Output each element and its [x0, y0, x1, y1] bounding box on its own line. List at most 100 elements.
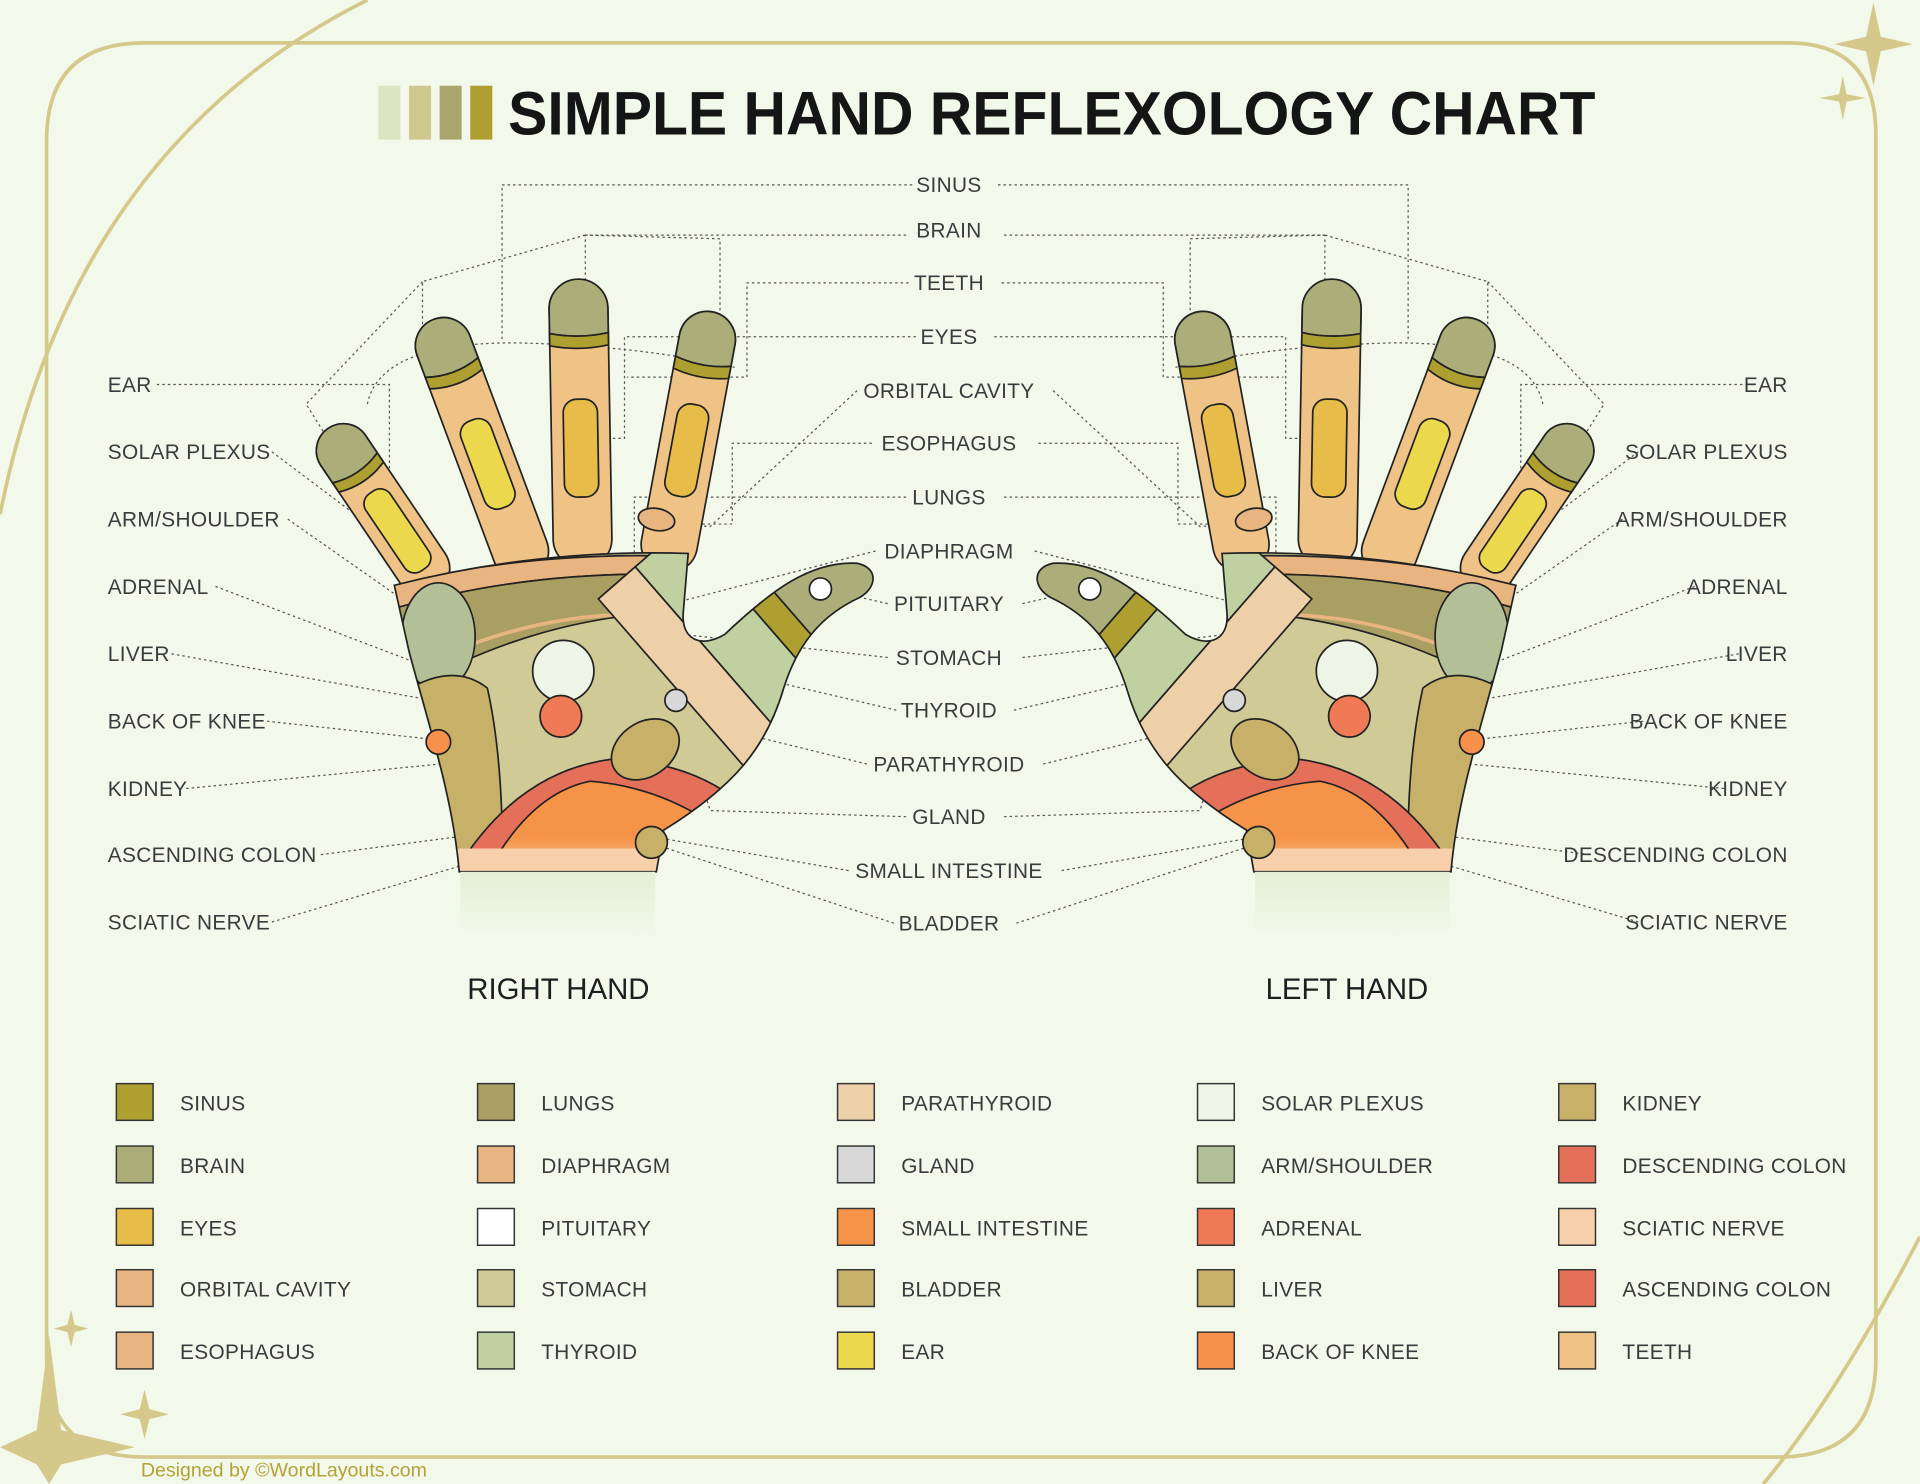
legend-swatch [476, 1268, 516, 1308]
legend-label: ARM/SHOULDER [1261, 1155, 1433, 1178]
legend-label: TEETH [1622, 1341, 1692, 1364]
center-label: BRAIN [916, 220, 981, 243]
legend-label: EYES [180, 1217, 237, 1240]
right-hand-label: ADRENAL [108, 576, 209, 599]
legend-item: LIVER [1196, 1268, 1323, 1308]
legend-label: EAR [901, 1341, 945, 1364]
legend-label: THYROID [541, 1341, 637, 1364]
legend-item: KIDNEY [1558, 1082, 1702, 1122]
center-label: PARATHYROID [873, 753, 1024, 776]
right-hand-label: BACK OF KNEE [108, 711, 266, 734]
legend-swatch [836, 1145, 876, 1184]
left-hand-side-labels: EAR SOLAR PLEXUS ARM/SHOULDER ADRENAL LIVER B… [1563, 374, 1787, 935]
legend-item: DESCENDING COLON [1558, 1145, 1846, 1184]
legend-label: SCIATIC NERVE [1622, 1217, 1784, 1240]
legend-label: ASCENDING COLON [1622, 1279, 1831, 1302]
legend-swatch [476, 1331, 516, 1370]
legend-swatch [1196, 1082, 1236, 1122]
footer-credit: Designed by ©WordLayouts.com [141, 1460, 427, 1482]
legend-item: ESOPHAGUS [115, 1331, 315, 1370]
left-hand-label: ARM/SHOULDER [1616, 509, 1788, 532]
legend-swatch [115, 1145, 154, 1184]
legend-swatch [476, 1207, 516, 1246]
center-label: ORBITAL CAVITY [863, 380, 1034, 403]
legend-item: SCIATIC NERVE [1558, 1207, 1784, 1246]
center-label: TEETH [914, 272, 984, 295]
legend-item: PITUITARY [476, 1207, 651, 1246]
center-label: THYROID [901, 700, 997, 723]
legend-label: PARATHYROID [901, 1093, 1052, 1116]
legend-item: ARM/SHOULDER [1196, 1145, 1433, 1184]
legend-item: ORBITAL CAVITY [115, 1268, 351, 1308]
legend-item: SOLAR PLEXUS [1196, 1082, 1424, 1122]
legend-item: EYES [115, 1207, 237, 1246]
right-hand-title: RIGHT HAND [467, 973, 649, 1006]
legend-item: ASCENDING COLON [1558, 1268, 1831, 1308]
center-label: EYES [920, 326, 977, 349]
center-label: ESOPHAGUS [881, 433, 1016, 456]
center-label: SINUS [916, 174, 981, 197]
legend-label: BRAIN [180, 1155, 245, 1178]
left-hand-label: LIVER [1726, 643, 1788, 666]
legend-item: THYROID [476, 1331, 637, 1370]
legend-swatch [1196, 1331, 1236, 1370]
title-swatch [409, 85, 432, 140]
legend-item: BACK OF KNEE [1196, 1331, 1419, 1370]
legend-swatch [836, 1207, 876, 1246]
legend-item: BRAIN [115, 1145, 245, 1184]
center-label: GLAND [912, 806, 986, 829]
legend-label: LUNGS [541, 1093, 615, 1116]
left-hand-label: BACK OF KNEE [1630, 711, 1788, 734]
center-label: BLADDER [899, 913, 1000, 936]
left-hand-label: SCIATIC NERVE [1625, 911, 1787, 934]
left-hand-label: SOLAR PLEXUS [1625, 441, 1788, 464]
legend-swatch [115, 1331, 154, 1370]
legend-label: ORBITAL CAVITY [180, 1279, 351, 1302]
legend-label: BACK OF KNEE [1261, 1341, 1419, 1364]
legend-item: PARATHYROID [836, 1082, 1052, 1122]
left-hand-label: ADRENAL [1687, 576, 1788, 599]
legend-label: SINUS [180, 1093, 245, 1116]
title-swatch [439, 85, 462, 140]
center-label: DIAPHRAGM [884, 540, 1013, 563]
left-hand-title: LEFT HAND [1266, 973, 1429, 1006]
center-label: STOMACH [896, 647, 1002, 670]
legend-swatch [1558, 1331, 1597, 1370]
right-hand-label: KIDNEY [108, 778, 188, 801]
center-labels: SINUS BRAIN TEETH EYES ORBITAL CAVITY ESOPHAG… [855, 174, 1042, 935]
legend-swatch [1558, 1207, 1597, 1246]
legend-swatch [836, 1331, 876, 1370]
legend-label: KIDNEY [1622, 1093, 1702, 1116]
legend-label: STOMACH [541, 1279, 647, 1302]
right-hand-side-labels: EAR SOLAR PLEXUS ARM/SHOULDER ADRENAL LIVER B… [108, 374, 317, 935]
legend-swatch [836, 1082, 876, 1122]
right-hand-label: EAR [108, 374, 152, 397]
legend-label: BLADDER [901, 1279, 1002, 1302]
right-hand-label: ARM/SHOULDER [108, 509, 280, 532]
legend-item: EAR [836, 1331, 945, 1370]
center-label: SMALL INTESTINE [855, 860, 1042, 883]
legend-item: DIAPHRAGM [476, 1145, 670, 1184]
legend-label: PITUITARY [541, 1217, 651, 1240]
legend-label: SMALL INTESTINE [901, 1217, 1088, 1240]
legend-item: BLADDER [836, 1268, 1002, 1308]
legend: SINUS BRAIN EYES ORBITAL CAVITY ESOPHAGUS LUN… [115, 1082, 1846, 1370]
legend-label: GLAND [901, 1155, 975, 1178]
legend-swatch [476, 1082, 516, 1122]
legend-swatch [1196, 1268, 1236, 1308]
center-label: PITUITARY [894, 593, 1004, 616]
legend-swatch [115, 1268, 154, 1308]
legend-label: LIVER [1261, 1279, 1323, 1302]
title-swatch [378, 85, 401, 140]
legend-label: ESOPHAGUS [180, 1341, 315, 1364]
legend-item: ADRENAL [1196, 1207, 1362, 1246]
page-title: SIMPLE HAND REFLEXOLOGY CHART [508, 80, 1595, 148]
title-swatches [378, 85, 493, 140]
legend-item: GLAND [836, 1145, 975, 1184]
right-hand-label: SCIATIC NERVE [108, 911, 270, 934]
legend-swatch [115, 1207, 154, 1246]
right-hand-label: ASCENDING COLON [108, 844, 317, 867]
legend-item: STOMACH [476, 1268, 647, 1308]
